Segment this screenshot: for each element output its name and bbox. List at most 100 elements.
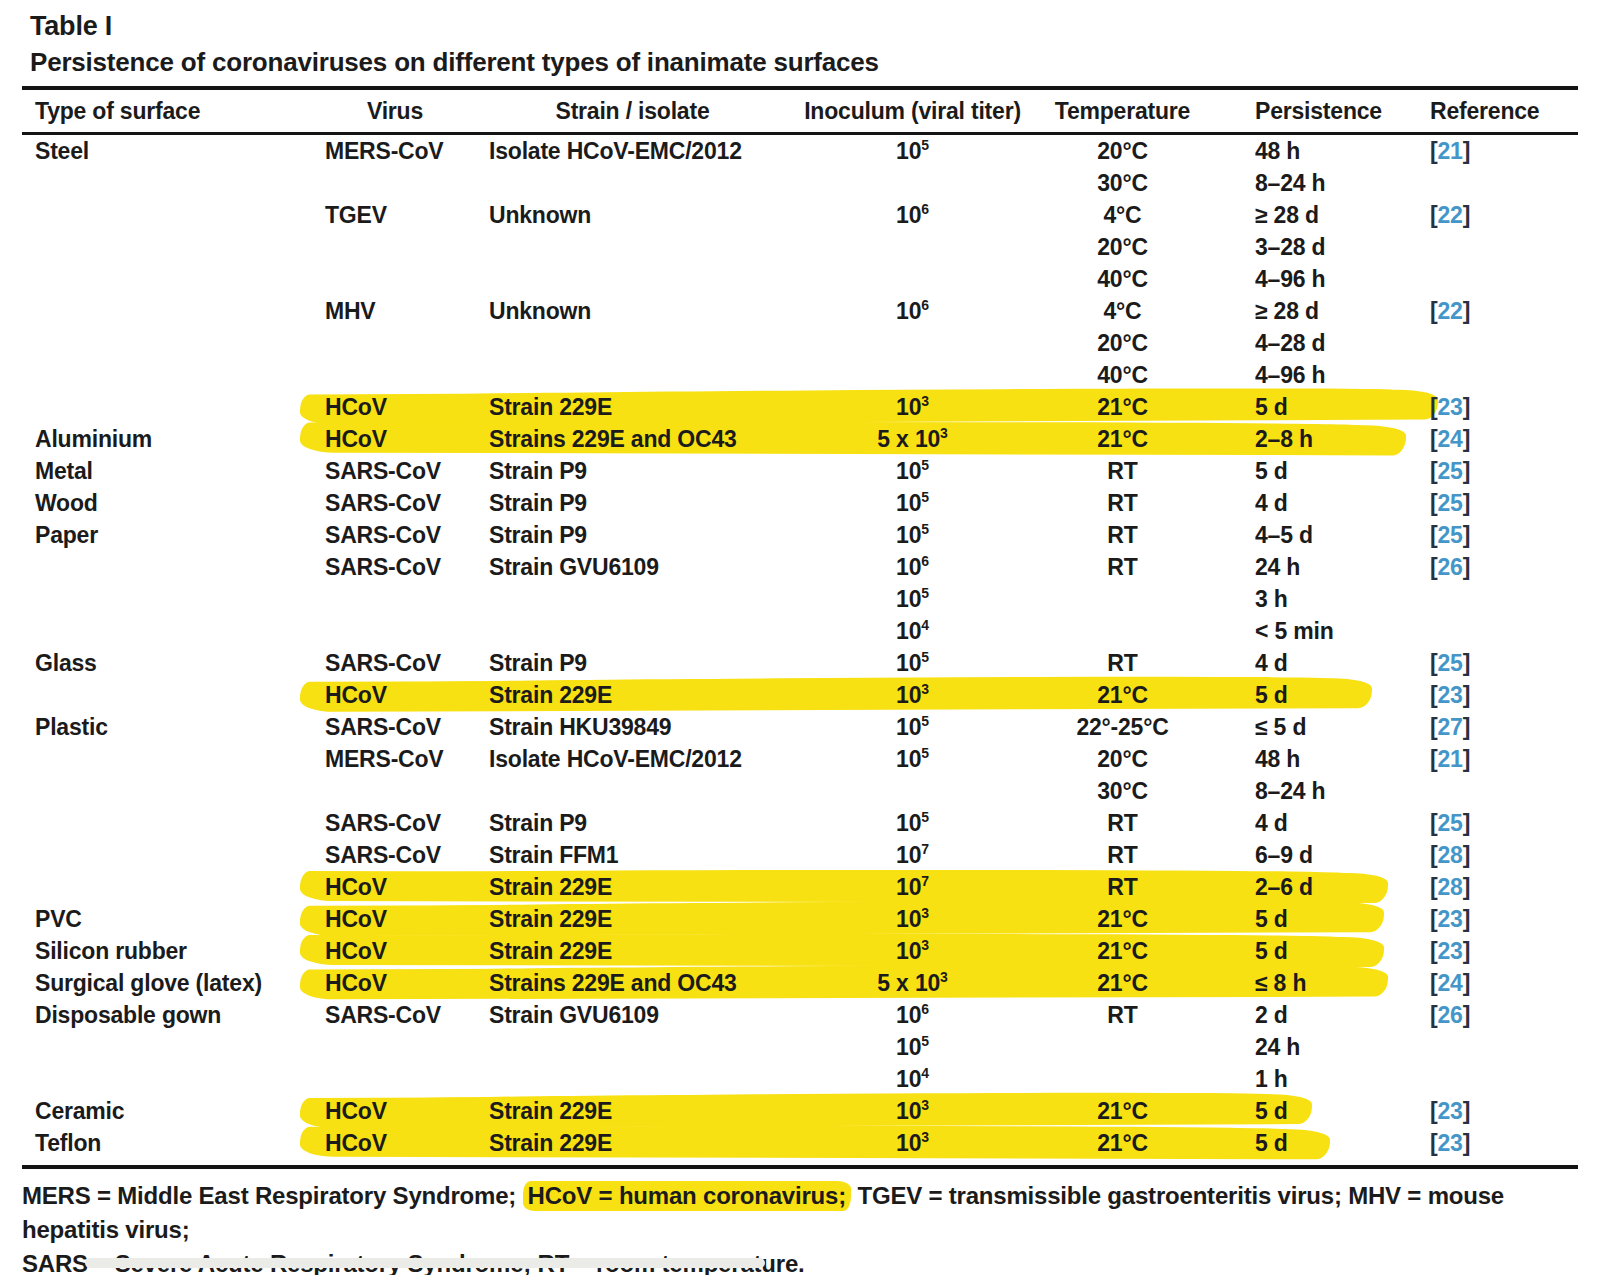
cell-temperature: 21°C: [1035, 1095, 1210, 1130]
table-row: TeflonHCoVStrain 229E10321°C5 d[23]: [0, 1127, 1600, 1159]
cell-surface: [0, 359, 315, 391]
table-row: SARS-CoVStrain GVU6109106RT24 h[26]: [0, 551, 1600, 583]
reference-link[interactable]: [27]: [1420, 711, 1600, 746]
reference-link[interactable]: [24]: [1420, 423, 1600, 458]
cell-persistence: 4–5 d: [1210, 519, 1420, 554]
reference-link[interactable]: [23]: [1420, 1127, 1600, 1162]
cell-inoculum: 105: [790, 743, 1035, 778]
table-row: 10524 h: [0, 1031, 1600, 1063]
table-row: GlassSARS-CoVStrain P9105RT4 d[25]: [0, 647, 1600, 679]
reference-link[interactable]: [24]: [1420, 967, 1600, 1002]
reference-link[interactable]: [25]: [1420, 807, 1600, 842]
table-row: 1041 h: [0, 1063, 1600, 1095]
cell-temperature: RT: [1035, 455, 1210, 490]
cell-temperature: 20°C: [1035, 327, 1210, 359]
cell-strain: Strain P9: [475, 807, 790, 842]
reference-link[interactable]: [23]: [1420, 903, 1600, 938]
reference-link[interactable]: [23]: [1420, 1095, 1600, 1130]
cell-persistence: 24 h: [1210, 551, 1420, 586]
table-row: 30°C8–24 h: [0, 775, 1600, 807]
cell-strain: Isolate HCoV-EMC/2012: [475, 743, 790, 778]
cell-strain: [475, 1031, 790, 1066]
column-header-row: Type of surface Virus Strain / isolate I…: [0, 90, 1600, 132]
cell-virus: [315, 231, 475, 263]
cell-virus: MERS-CoV: [315, 743, 475, 778]
cell-strain: Strain P9: [475, 487, 790, 522]
page-subtitle: Persistence of coronaviruses on differen…: [30, 46, 1570, 78]
cell-surface: [0, 551, 315, 586]
reference-link[interactable]: [21]: [1420, 743, 1600, 778]
cell-surface: [0, 807, 315, 842]
reference-link[interactable]: [23]: [1420, 391, 1600, 426]
cell-virus: [315, 359, 475, 391]
cell-strain: Isolate HCoV-EMC/2012: [475, 135, 790, 170]
cell-strain: Strain P9: [475, 647, 790, 682]
cell-surface: [0, 871, 315, 906]
cell-surface: [0, 775, 315, 807]
cell-inoculum: 106: [790, 551, 1035, 586]
cell-virus: HCoV: [315, 391, 475, 426]
reference-link[interactable]: [26]: [1420, 551, 1600, 586]
table-row: HCoVStrain 229E107RT2–6 d[28]: [0, 871, 1600, 903]
table-body: SteelMERS-CoVIsolate HCoV-EMC/201210520°…: [0, 135, 1600, 1159]
reference-link[interactable]: [23]: [1420, 679, 1600, 714]
cell-persistence: 8–24 h: [1210, 775, 1420, 807]
cell-surface: PVC: [0, 903, 315, 938]
reference-link[interactable]: [22]: [1420, 199, 1600, 234]
reference-link[interactable]: [25]: [1420, 455, 1600, 490]
cell-virus: SARS-CoV: [315, 647, 475, 682]
cell-surface: Disposable gown: [0, 999, 315, 1034]
cell-virus: HCoV: [315, 903, 475, 938]
cell-virus: [315, 615, 475, 650]
cell-temperature: RT: [1035, 871, 1210, 906]
cell-surface: [0, 1063, 315, 1098]
table-row: PaperSARS-CoVStrain P9105RT4–5 d[25]: [0, 519, 1600, 551]
cell-temperature: [1035, 1063, 1210, 1098]
cell-virus: [315, 167, 475, 199]
table-row: 20°C4–28 d: [0, 327, 1600, 359]
reference-link: [1420, 775, 1600, 807]
cell-inoculum: 105: [790, 807, 1035, 842]
reference-link[interactable]: [21]: [1420, 135, 1600, 170]
cell-temperature: RT: [1035, 999, 1210, 1034]
table-row: PVCHCoVStrain 229E10321°C5 d[23]: [0, 903, 1600, 935]
reference-link[interactable]: [26]: [1420, 999, 1600, 1034]
cell-temperature: [1035, 1031, 1210, 1066]
cell-persistence: 4 d: [1210, 647, 1420, 682]
cell-inoculum: 105: [790, 583, 1035, 618]
cell-inoculum: 106: [790, 199, 1035, 234]
reference-link[interactable]: [23]: [1420, 935, 1600, 970]
reference-link[interactable]: [25]: [1420, 487, 1600, 522]
cell-strain: Unknown: [475, 295, 790, 330]
cell-inoculum: [790, 359, 1035, 391]
cell-temperature: [1035, 615, 1210, 650]
table-row: SteelMERS-CoVIsolate HCoV-EMC/201210520°…: [0, 135, 1600, 167]
reference-link[interactable]: [28]: [1420, 839, 1600, 874]
reference-link: [1420, 327, 1600, 359]
cell-surface: [0, 231, 315, 263]
cell-surface: [0, 615, 315, 650]
reference-link: [1420, 1031, 1600, 1066]
reference-link[interactable]: [25]: [1420, 519, 1600, 554]
table-row: 105 3 h: [0, 583, 1600, 615]
reference-link[interactable]: [28]: [1420, 871, 1600, 906]
cell-persistence: 48 h: [1210, 135, 1420, 170]
cell-virus: [315, 263, 475, 295]
cell-surface: [0, 1031, 315, 1066]
cell-persistence: 6–9 d: [1210, 839, 1420, 874]
cell-virus: [315, 1063, 475, 1098]
cell-persistence: 5 d: [1210, 903, 1420, 938]
table-row: Silicon rubberHCoVStrain 229E10321°C5 d[…: [0, 935, 1600, 967]
cell-persistence: 3 h: [1210, 583, 1420, 618]
cell-surface: Surgical glove (latex): [0, 967, 315, 1002]
cell-strain: [475, 167, 790, 199]
reference-link[interactable]: [22]: [1420, 295, 1600, 330]
cell-temperature: 30°C: [1035, 775, 1210, 807]
cell-strain: Strains 229E and OC43: [475, 967, 790, 1002]
cell-strain: Strain 229E: [475, 391, 790, 426]
reference-link[interactable]: [25]: [1420, 647, 1600, 682]
cell-persistence: 5 d: [1210, 1127, 1420, 1162]
cell-inoculum: 105: [790, 711, 1035, 746]
cell-surface: [0, 167, 315, 199]
cell-inoculum: 105: [790, 1031, 1035, 1066]
